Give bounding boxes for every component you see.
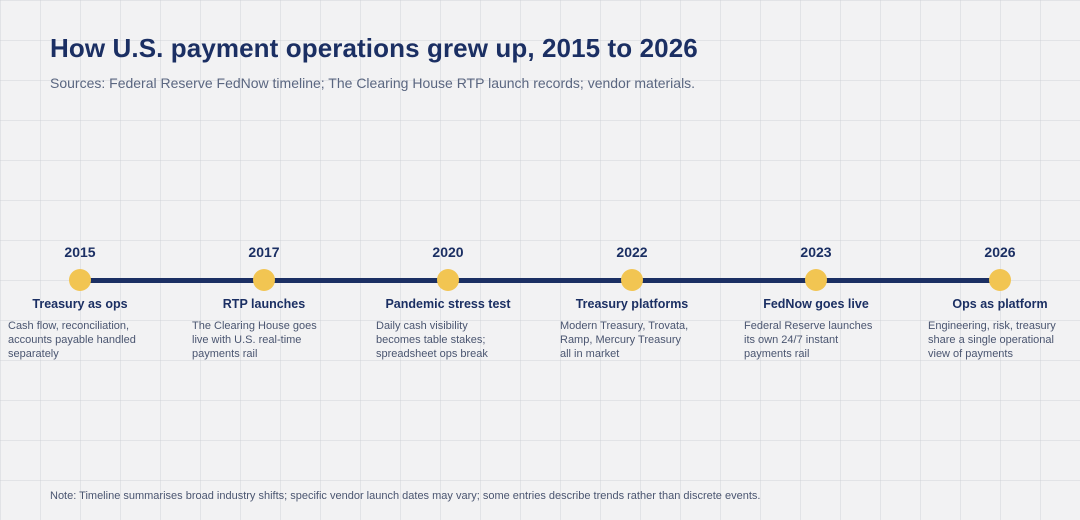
event-description-line: spreadsheet ops break — [376, 348, 488, 360]
event-description: Federal Reserve launches its own 24/7 in… — [744, 319, 894, 361]
footnote: Note: Timeline summarises broad industry… — [50, 490, 761, 502]
event-year: 2026 — [984, 244, 1016, 260]
event-year: 2022 — [616, 244, 648, 260]
event-marker-dot — [69, 269, 91, 291]
event-description-line: Daily cash visibility — [376, 320, 468, 332]
event-marker-dot — [253, 269, 275, 291]
event-description: Cash flow, reconciliation, accounts paya… — [8, 319, 158, 361]
event-description-line: its own 24/7 instant — [744, 334, 839, 346]
event-description-line: becomes table stakes; — [376, 334, 486, 346]
event-description-line: share a single operational — [928, 334, 1054, 346]
event-description-line: all in market — [560, 348, 620, 360]
event-marker-dot — [805, 269, 827, 291]
event-year: 2017 — [248, 244, 280, 260]
event-description-line: Ramp, Mercury Treasury — [560, 334, 682, 346]
event-year: 2015 — [64, 244, 96, 260]
event-title: RTP launches — [222, 297, 306, 311]
event-title: Pandemic stress test — [385, 297, 511, 311]
event-description-line: live with U.S. real-time — [192, 334, 302, 346]
event-title: Treasury as ops — [32, 297, 128, 311]
event-description-line: Engineering, risk, treasury — [928, 320, 1056, 332]
event-description: The Clearing House goes live with U.S. r… — [192, 319, 342, 361]
event-title: Ops as platform — [952, 297, 1048, 311]
sources-subtitle: Sources: Federal Reserve FedNow timeline… — [50, 75, 696, 91]
event-description-line: payments rail — [744, 348, 810, 360]
event-description-line: payments rail — [192, 348, 258, 360]
event-description: Daily cash visibility becomes table stak… — [376, 319, 526, 361]
event-description-line: Modern Treasury, Trovata, — [560, 320, 689, 332]
event-year: 2020 — [432, 244, 464, 260]
event-title: FedNow goes live — [763, 297, 869, 311]
event-marker-dot — [621, 269, 643, 291]
page-title: How U.S. payment operations grew up, 201… — [50, 33, 698, 63]
event-description: Modern Treasury, Trovata, Ramp, Mercury … — [560, 319, 710, 361]
event-description-line: Cash flow, reconciliation, — [8, 320, 130, 332]
event-description-line: The Clearing House goes — [192, 320, 317, 332]
event-marker-dot — [437, 269, 459, 291]
event-description: Engineering, risk, treasury share a sing… — [928, 319, 1078, 361]
event-description-line: accounts payable handled — [8, 334, 136, 346]
event-description-line: Federal Reserve launches — [744, 320, 873, 332]
event-title: Treasury platforms — [575, 297, 689, 311]
event-description-line: separately — [8, 348, 59, 360]
event-description-line: view of payments — [928, 348, 1013, 360]
event-year: 2023 — [800, 244, 832, 260]
event-marker-dot — [989, 269, 1011, 291]
timeline-line — [80, 277, 1000, 283]
